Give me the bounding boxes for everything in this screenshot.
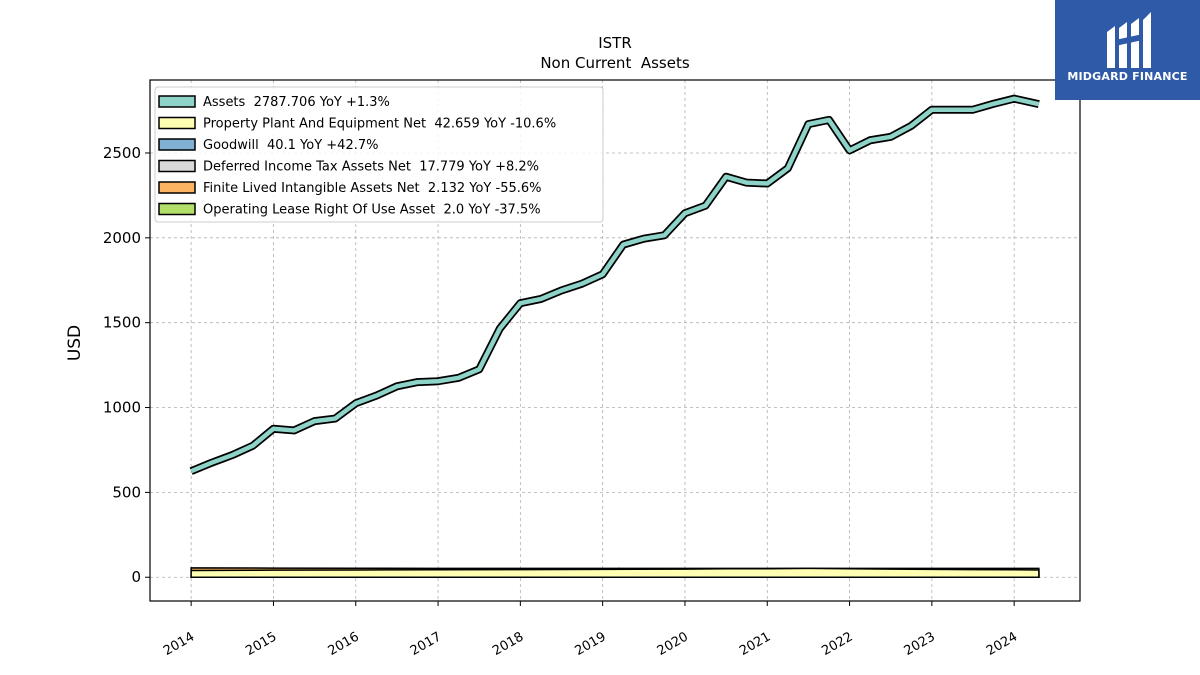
x-tick-label: 2021 (737, 629, 773, 659)
legend-swatch (158, 159, 196, 173)
legend-swatch (158, 202, 196, 216)
series-0 (189, 94, 1040, 475)
legend-label: Goodwill 40.1 YoY +42.7% (203, 138, 378, 153)
chart-title: ISTR (598, 34, 632, 52)
series-areas (189, 94, 1040, 578)
legend-swatch (158, 181, 196, 194)
y-tick-label: 1000 (103, 399, 141, 417)
x-tick-label: 2016 (326, 629, 362, 659)
y-tick-label: 500 (112, 483, 141, 501)
series-line (190, 96, 1040, 474)
logo: MIDGARD FINANCE (1055, 0, 1200, 100)
x-tick-label: 2024 (984, 629, 1020, 659)
y-tick-label: 2000 (103, 229, 141, 247)
legend-label: Deferred Income Tax Assets Net 17.779 Yo… (203, 160, 539, 175)
series-area (190, 567, 1040, 578)
x-tick-label: 2019 (572, 629, 608, 659)
y-tick-label: 1500 (103, 314, 141, 332)
y-axis-label: USD (65, 325, 85, 361)
x-tick-label: 2020 (655, 629, 691, 659)
legend-label: Property Plant And Equipment Net 42.659 … (203, 117, 556, 132)
y-ticks: 0 500 1000 1500 2000 2500 (103, 144, 150, 586)
logo-text: MIDGARD FINANCE (1067, 70, 1188, 83)
plot-frame (149, 79, 1081, 602)
legend-label: Assets 2787.706 YoY +1.3% (203, 95, 390, 110)
legend-box (154, 86, 604, 223)
x-tick-label: 2015 (243, 629, 279, 659)
x-tick-label: 2022 (819, 629, 855, 659)
legend-swatch (158, 116, 196, 130)
x-tick-label: 2023 (902, 629, 938, 659)
logo-mark-icon (1107, 12, 1151, 68)
y-tick-label: 2500 (103, 144, 141, 162)
chart-subtitle: Non Current Assets (540, 54, 690, 72)
legend-swatch (158, 95, 196, 108)
x-tick-label: 2017 (408, 629, 444, 659)
series-1 (190, 567, 1040, 578)
x-tick-label: 2018 (490, 629, 526, 659)
x-tick-label: 2014 (161, 629, 197, 659)
axes (149, 79, 1081, 602)
y-tick-label: 0 (131, 568, 141, 586)
legend-label: Finite Lived Intangible Assets Net 2.132… (203, 181, 542, 196)
legend-swatch (158, 138, 196, 151)
legend-label: Operating Lease Right Of Use Asset 2.0 Y… (203, 203, 541, 218)
x-ticks: 2014 2015 2016 2017 2018 2019 2020 2021 2022 2023… (161, 601, 1020, 659)
legend: Assets 2787.706 YoY +1.3% Property Plant … (154, 86, 604, 223)
